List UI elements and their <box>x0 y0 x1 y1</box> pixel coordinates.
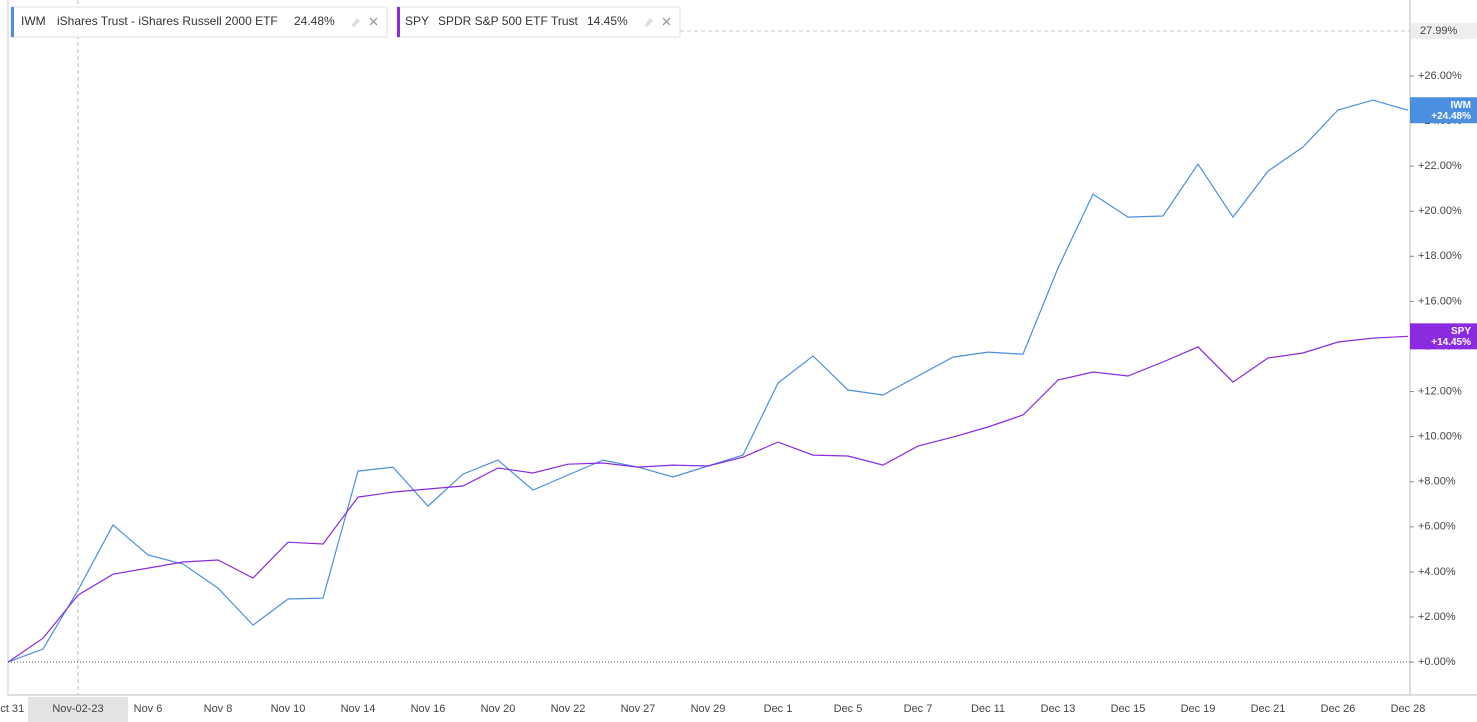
series-line <box>7 335 1409 663</box>
high-label: 27.99% <box>1420 25 1458 37</box>
high-label-bg <box>1411 23 1477 40</box>
legend-box <box>10 6 388 38</box>
x-tick-label: Nov 14 <box>341 703 376 715</box>
x-tick-label: Dec 19 <box>1181 703 1216 715</box>
x-tick-label: Dec 15 <box>1111 703 1146 715</box>
y-tick-label: +22.00% <box>1418 160 1462 172</box>
x-tick-label: Nov 6 <box>134 703 163 715</box>
x-tick-label: Dec 21 <box>1251 703 1286 715</box>
x-tick-label: Dec 26 <box>1321 703 1356 715</box>
y-tick-label: +0.00% <box>1418 656 1456 668</box>
badge-value: +14.45% <box>1431 337 1471 348</box>
crosshair-date-bg <box>28 697 128 722</box>
badge-value: +24.48% <box>1431 111 1471 122</box>
legend-marker <box>11 7 14 37</box>
x-tick-label: Oct 31 <box>0 703 24 715</box>
y-tick-label: +26.00% <box>1418 70 1462 82</box>
last-badge <box>1410 97 1477 124</box>
badge-name: SPY <box>1451 326 1471 337</box>
legend-box <box>396 6 681 38</box>
x-tick-label: Nov 27 <box>621 703 656 715</box>
tool-icon[interactable] <box>644 18 653 27</box>
x-tick-label: Dec 5 <box>834 703 863 715</box>
x-tick-label: Dec 11 <box>971 703 1005 715</box>
y-tick-label: +12.00% <box>1418 385 1462 397</box>
y-tick-label: +8.00% <box>1418 476 1456 488</box>
legend-marker <box>397 7 400 37</box>
legend-value: 14.45% <box>587 14 628 28</box>
y-tick-label: +20.00% <box>1418 205 1462 217</box>
x-tick-label: Nov 10 <box>271 703 306 715</box>
y-tick-label: +10.00% <box>1418 431 1462 443</box>
close-icon[interactable] <box>369 17 378 26</box>
x-tick-label: Nov-02-23 <box>52 703 103 715</box>
y-tick-label: +4.00% <box>1418 566 1456 578</box>
y-tick-label: +6.00% <box>1418 521 1456 533</box>
legend-value: 24.48% <box>294 14 335 28</box>
x-tick-label: Dec 28 <box>1391 703 1426 715</box>
x-tick-label: Nov 29 <box>691 703 726 715</box>
y-tick-label: +16.00% <box>1418 295 1462 307</box>
y-tick-label: +18.00% <box>1418 250 1462 262</box>
legend-symbol: IWM <box>21 14 46 28</box>
close-icon[interactable] <box>662 17 671 26</box>
x-tick-label: Dec 7 <box>904 703 933 715</box>
badge-name: IWM <box>1450 100 1471 111</box>
legend-description: SPDR S&P 500 ETF Trust <box>438 14 578 28</box>
x-tick-label: Nov 16 <box>411 703 446 715</box>
legend-description: iShares Trust - iShares Russell 2000 ETF <box>57 14 278 28</box>
x-tick-label: Dec 13 <box>1041 703 1076 715</box>
plot <box>7 99 1410 663</box>
x-tick-label: Nov 8 <box>204 703 233 715</box>
x-tick-label: Nov 22 <box>551 703 586 715</box>
x-tick-label: Nov 20 <box>481 703 516 715</box>
tool-icon[interactable] <box>351 18 360 27</box>
y-tick-label: +2.00% <box>1418 611 1456 623</box>
x-tick-label: Dec 1 <box>764 703 793 715</box>
last-badge <box>1410 323 1477 350</box>
legend-symbol: SPY <box>405 14 429 28</box>
